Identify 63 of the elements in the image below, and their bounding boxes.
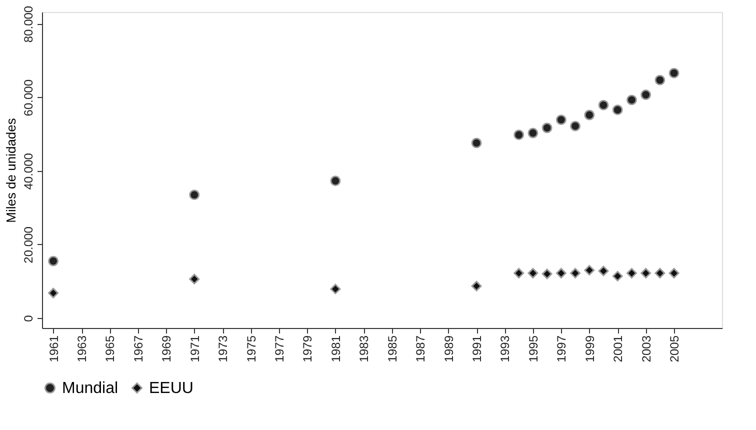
x-tick-label: 2001 (611, 335, 626, 362)
point (471, 280, 482, 292)
point (471, 138, 482, 148)
x-tick-label: 1985 (385, 335, 400, 362)
point (612, 104, 623, 116)
point (330, 176, 341, 186)
point (668, 68, 680, 78)
point (48, 256, 59, 266)
point (542, 268, 552, 280)
point (640, 268, 652, 278)
point (654, 268, 666, 278)
point (514, 268, 524, 278)
point (330, 284, 341, 294)
point (556, 114, 566, 125)
y-tick-label: 60.000 (22, 79, 36, 116)
x-tick-label: 1971 (188, 335, 202, 362)
legend-label: EEUU (149, 380, 194, 397)
point (640, 90, 652, 100)
x-tick-label: 1983 (357, 335, 372, 362)
x-tick-label: 1987 (414, 335, 428, 362)
point (668, 268, 680, 278)
y-tick-label: 40.000 (22, 152, 36, 190)
x-tick-label: 1979 (300, 335, 315, 362)
x-tick-label: 1995 (526, 335, 540, 362)
x-tick-label: 1999 (582, 335, 597, 362)
x-tick-label: 1961 (46, 335, 61, 362)
point (556, 268, 566, 278)
y-axis-title: Miles de unidades (4, 118, 18, 223)
x-tick-label: 1963 (75, 335, 89, 362)
point (570, 120, 580, 132)
x-tick-label: 1993 (498, 335, 512, 362)
x-tick-label: 1989 (442, 335, 456, 362)
point (48, 288, 59, 298)
x-tick-label: 1975 (244, 335, 258, 362)
point (626, 268, 637, 278)
x-tick-label: 1991 (470, 335, 484, 362)
point (514, 130, 524, 140)
point (570, 268, 580, 278)
point (542, 122, 552, 134)
x-tick-label: 2003 (639, 335, 654, 362)
point (626, 94, 637, 106)
point (584, 110, 595, 120)
point (598, 266, 609, 276)
point (584, 265, 595, 276)
legend-label: Mundial (62, 380, 118, 397)
x-tick-label: 2005 (668, 335, 682, 362)
x-tick-label: 1969 (160, 335, 174, 362)
x-tick-label: 1977 (272, 335, 287, 362)
y-tick-label: 20.000 (22, 226, 36, 264)
x-tick-label: 1965 (103, 335, 118, 362)
y-tick-label: 80.000 (22, 6, 36, 43)
point (189, 190, 200, 200)
point (598, 100, 609, 110)
point (528, 128, 538, 138)
point (654, 74, 666, 86)
point (528, 268, 538, 278)
x-tick-label: 1973 (216, 335, 230, 362)
x-tick-label: 1967 (131, 335, 146, 362)
point (612, 270, 623, 282)
x-tick-label: 1997 (554, 335, 569, 362)
point (189, 274, 200, 284)
x-tick-label: 1981 (328, 335, 343, 362)
y-tick-label: 0 (22, 314, 36, 322)
